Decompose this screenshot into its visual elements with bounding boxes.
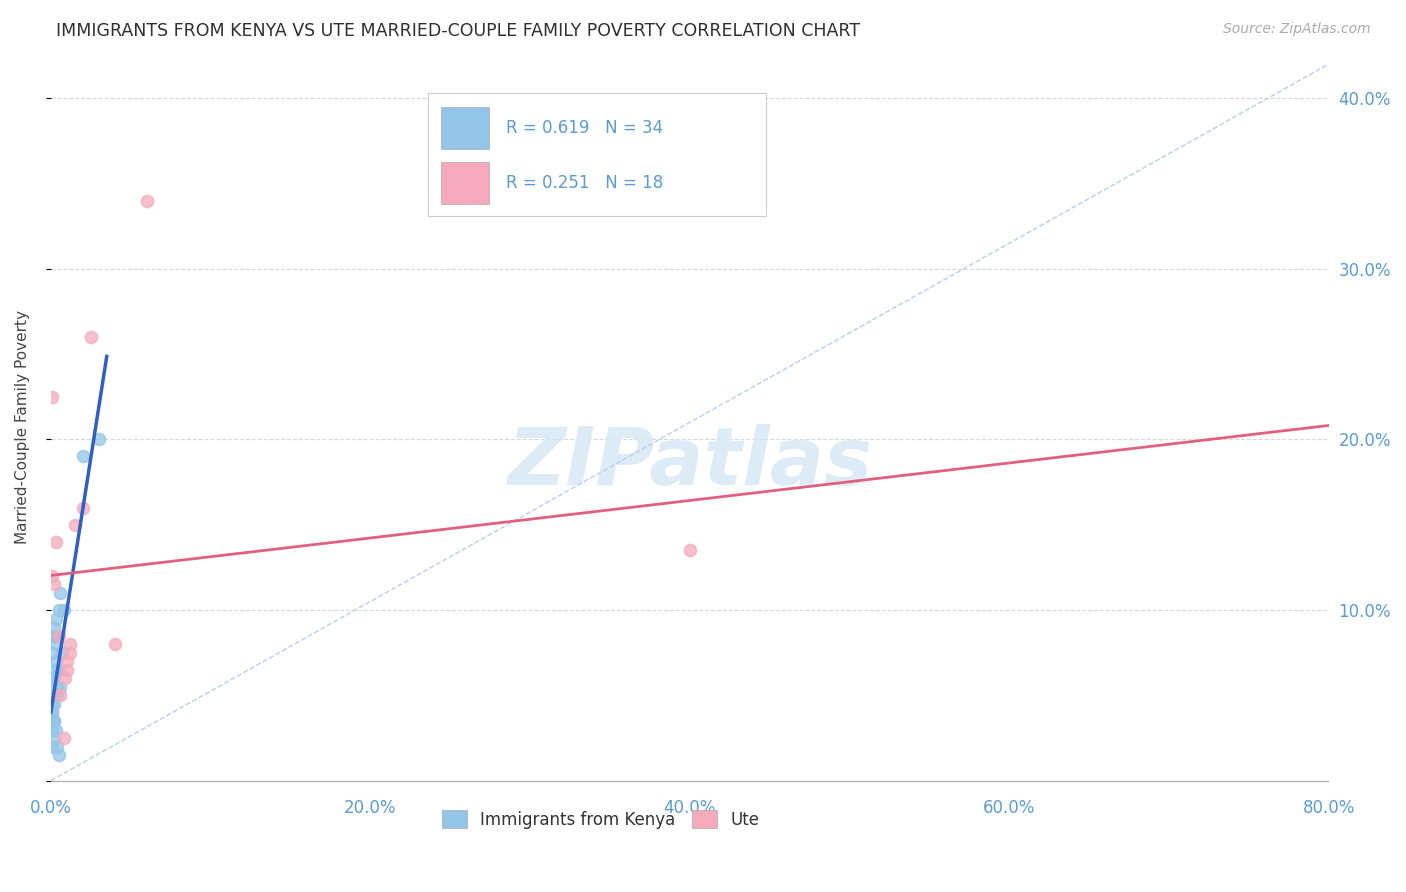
Point [42,731,65,745]
Point [52,731,75,745]
Point [45,629,67,643]
Point [41,706,63,720]
Point [42,620,65,634]
Text: IMMIGRANTS FROM KENYA VS UTE MARRIED-COUPLE FAMILY POVERTY CORRELATION CHART: IMMIGRANTS FROM KENYA VS UTE MARRIED-COU… [56,22,860,40]
Y-axis label: Married-Couple Family Poverty: Married-Couple Family Poverty [15,310,30,543]
Point [41,697,63,711]
Point [72,500,94,515]
Point [45,637,67,651]
Point [80,330,103,344]
Point [135,194,157,208]
Point [42,671,65,685]
Point [41,706,63,720]
Point [41,390,63,404]
Point [87,433,110,447]
Point [52,603,75,617]
Point [42,689,65,703]
Point [41,739,63,754]
Point [48,748,70,763]
Point [48,663,70,677]
Point [42,697,65,711]
Point [41,569,63,583]
Point [49,689,72,703]
Text: Source: ZipAtlas.com: Source: ZipAtlas.com [1223,22,1371,37]
Point [72,450,94,464]
Point [104,637,127,651]
Point [42,577,65,591]
Point [46,739,69,754]
Point [41,714,63,728]
Point [48,603,70,617]
Point [41,646,63,660]
Point [42,714,65,728]
Point [41,723,63,737]
Point [63,517,86,532]
Point [45,663,67,677]
Point [59,646,82,660]
Point [45,654,67,668]
Point [42,714,65,728]
Point [56,663,79,677]
Point [45,611,67,625]
Point [42,629,65,643]
Point [56,654,79,668]
Point [41,671,63,685]
Text: ZIPatlas: ZIPatlas [508,424,872,502]
Point [48,629,70,643]
Point [59,637,82,651]
Point [46,680,69,694]
Point [49,586,72,600]
Legend: Immigrants from Kenya, Ute: Immigrants from Kenya, Ute [434,804,766,835]
Point [46,689,69,703]
Point [45,534,67,549]
Point [51,646,73,660]
Point [49,680,72,694]
Point [679,543,702,558]
Point [53,671,76,685]
Point [45,723,67,737]
